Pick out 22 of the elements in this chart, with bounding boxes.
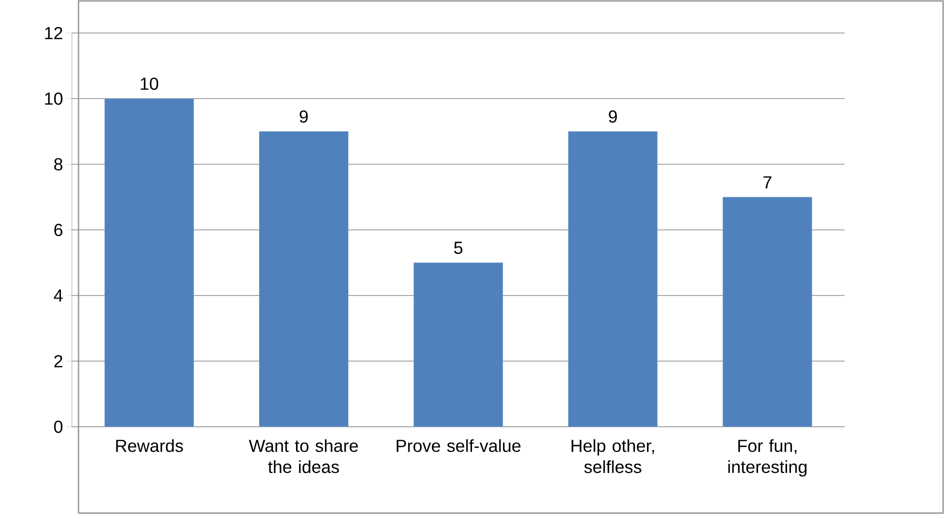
- y-tick-label: 2: [54, 355, 62, 368]
- x-tick-label: For fun, interesting: [728, 439, 806, 477]
- data-label: 10: [140, 78, 158, 90]
- bar: [259, 131, 348, 427]
- x-tick-label: Help other, selfless: [572, 439, 654, 474]
- bar: [414, 262, 503, 427]
- bar: [722, 196, 812, 427]
- data-label: 9: [300, 110, 308, 123]
- x-tick-label: Rewards: [116, 439, 183, 452]
- bar: [568, 131, 658, 427]
- y-tick-label: 0: [54, 420, 62, 433]
- data-label: 9: [608, 110, 617, 123]
- y-tick-label: 12: [45, 26, 62, 40]
- y-tick-label: 10: [45, 92, 62, 105]
- y-tick-label: 4: [54, 290, 63, 302]
- y-tick-label: 8: [54, 158, 62, 170]
- data-label: 5: [454, 242, 462, 254]
- bar: [104, 98, 194, 427]
- data-label: 7: [763, 176, 772, 188]
- x-tick-label: Prove self-value: [396, 439, 520, 452]
- x-tick-label: Want to share the ideas: [248, 439, 358, 474]
- y-tick-label: 6: [54, 224, 62, 236]
